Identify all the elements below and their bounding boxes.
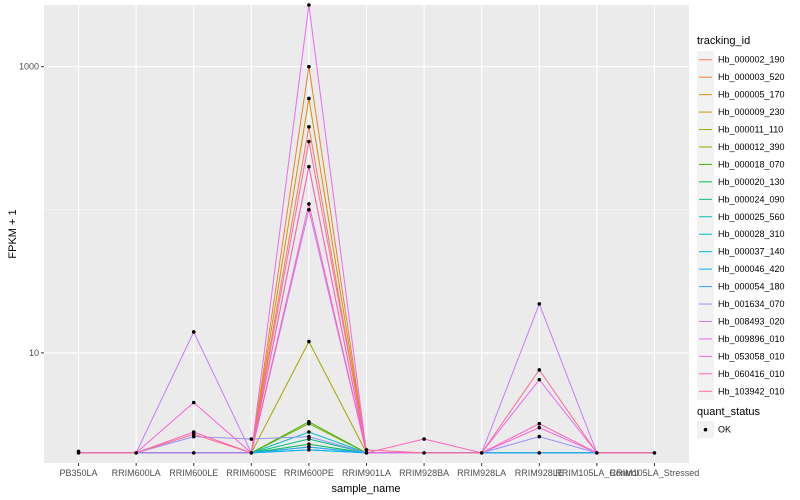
x-tick-label: RRIM928BA (399, 468, 449, 478)
data-point (307, 125, 311, 129)
data-point (307, 96, 311, 101)
legend-label: Hb_000005_170 (718, 90, 785, 100)
x-tick-label: RRIM600SE (226, 468, 276, 478)
x-axis-title: sample_name (331, 483, 400, 495)
data-point (249, 451, 254, 455)
legend-label: Hb_009896_010 (718, 334, 785, 344)
shape-legend-label: OK (718, 425, 731, 435)
legend-label: Hb_008493_020 (718, 316, 785, 326)
data-point (537, 421, 542, 426)
data-point (191, 451, 196, 455)
legend-label: Hb_000009_230 (718, 107, 785, 117)
data-point (422, 437, 426, 441)
data-points (76, 3, 657, 455)
data-point (595, 451, 599, 455)
x-tick-label: RRIM105LA_Stressed (610, 468, 700, 478)
data-point (191, 330, 196, 334)
legend-label: Hb_000018_070 (718, 159, 785, 169)
shape-legend-title: quant_status (697, 406, 760, 418)
legend-label: Hb_000037_140 (718, 247, 785, 257)
y-axis: 10 1000 (19, 62, 44, 358)
data-point (422, 451, 426, 455)
x-tick-label: RRIM928LE (515, 468, 564, 478)
data-point (307, 421, 311, 426)
data-point (537, 368, 542, 372)
x-tick-label: RRIM901LA (342, 468, 391, 478)
data-point (479, 451, 484, 455)
legend-label: Hb_000054_180 (718, 282, 785, 292)
data-point (537, 302, 542, 306)
data-point (364, 451, 369, 455)
legend-title: tracking_id (697, 35, 750, 47)
legend-label: Hb_000003_520 (718, 72, 785, 82)
x-tick-label: RRIM928LA (457, 468, 506, 478)
legend-label: Hb_060416_010 (718, 369, 785, 379)
data-point (307, 3, 311, 7)
y-axis-title: FPKM + 1 (7, 209, 19, 258)
legend-label: Hb_000024_090 (718, 194, 785, 204)
data-point (307, 208, 311, 212)
legend-label: Hb_000046_420 (718, 264, 785, 274)
data-point (307, 442, 311, 447)
data-point (307, 445, 311, 449)
data-point (76, 451, 81, 455)
legend-label: Hb_103942_010 (718, 386, 785, 396)
data-point (191, 434, 196, 439)
legend-label: Hb_000012_390 (718, 142, 785, 152)
y-tick-label: 1000 (19, 62, 39, 72)
legend-label: Hb_001634_070 (718, 299, 785, 309)
major-grid (44, 5, 689, 463)
data-point (307, 139, 311, 144)
data-point (307, 339, 311, 344)
data-point (307, 430, 311, 434)
x-axis: PB350LA RRIM600LA RRIM600LE RRIM600SE RRIM60… (60, 463, 700, 478)
data-point (191, 400, 196, 405)
data-point (307, 202, 311, 206)
legend-label: Hb_053058_010 (718, 351, 785, 361)
data-point (307, 448, 311, 452)
data-point (537, 377, 542, 382)
data-point (134, 451, 138, 455)
shape-legend-items: OK (697, 421, 731, 439)
x-tick-label: RRIM600PE (284, 468, 334, 478)
legend-label: Hb_000002_190 (718, 55, 785, 65)
data-point (249, 437, 254, 441)
legend-label: Hb_000020_130 (718, 177, 785, 187)
legend: tracking_id Hb_000002_190Hb_000003_520Hb… (697, 35, 785, 439)
legend-items: Hb_000002_190 Hb_000003_520 Hb_000005_170 H… (697, 51, 785, 400)
x-tick-label: RRIM105LA_Control (555, 468, 638, 478)
x-tick-label: RRIM600LE (169, 468, 218, 478)
legend-label: Hb_000028_310 (718, 229, 785, 239)
y-tick-label: 10 (29, 348, 39, 358)
legend-label: Hb_000011_110 (718, 125, 783, 135)
data-point (307, 64, 311, 69)
data-point (364, 448, 369, 452)
data-point (537, 451, 542, 455)
x-tick-label: PB350LA (60, 468, 98, 478)
x-tick-label: RRIM600LA (112, 468, 161, 478)
data-point (307, 437, 311, 441)
legend-label: Hb_000025_560 (718, 212, 785, 222)
data-point (307, 164, 311, 169)
data-point (537, 425, 542, 430)
data-point (537, 434, 542, 439)
shape-legend-key (703, 427, 708, 432)
data-point (652, 451, 657, 455)
